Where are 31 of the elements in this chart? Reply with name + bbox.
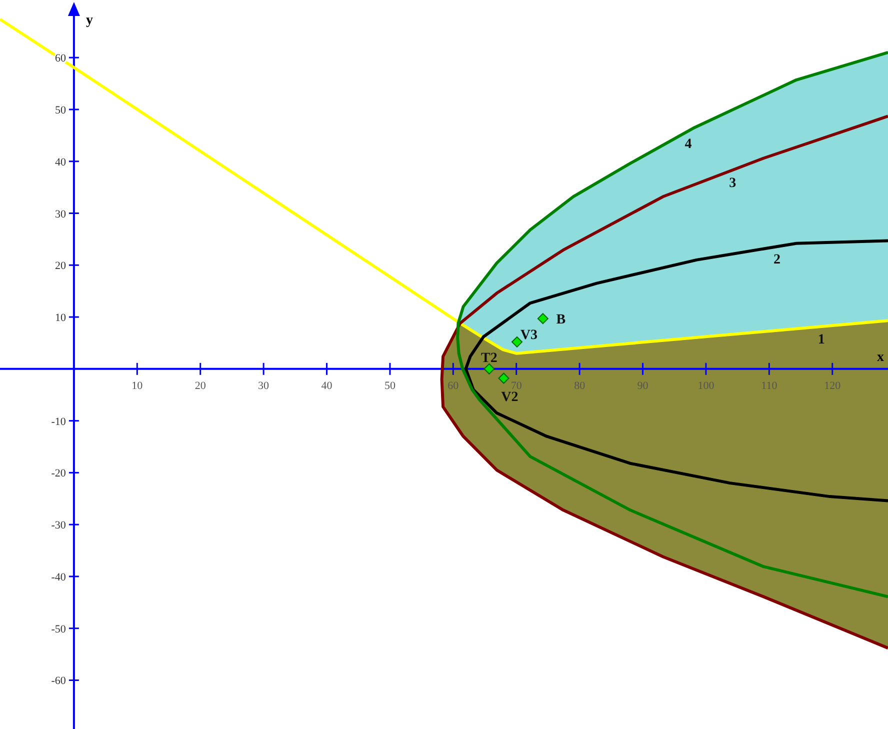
y-tick-label: 50 — [54, 104, 66, 116]
y-tick-label: 30 — [54, 208, 66, 220]
annotation: V3 — [520, 328, 538, 343]
series-label: 4 — [684, 137, 692, 152]
annotation: B — [556, 312, 566, 328]
line-series — [464, 239, 888, 502]
y-tick-label: -50 — [51, 623, 66, 636]
y-tick-label: 40 — [54, 156, 66, 168]
annotation: V2 — [501, 390, 518, 406]
series-label: 2 — [774, 252, 780, 268]
series-label: 3 — [729, 176, 736, 192]
y-axis-title: y — [86, 13, 93, 28]
x-tick-label: 50 — [384, 380, 396, 392]
y-tick-label: -10 — [51, 416, 66, 428]
y-tick-label: -60 — [51, 675, 66, 688]
y-tick-label: 10 — [54, 312, 66, 324]
x-tick-label: 20 — [194, 380, 206, 392]
x-tick-label: 40 — [321, 380, 333, 392]
y-tick-label: -40 — [51, 571, 66, 584]
annotation: T2 — [481, 350, 498, 366]
y-tick-label: -30 — [51, 520, 66, 532]
point — [498, 372, 510, 384]
x-tick-label: 10 — [132, 380, 144, 392]
x-tick-label: 30 — [258, 380, 270, 392]
series-label: 1 — [818, 332, 825, 348]
point — [512, 336, 522, 348]
y-tick-label: -20 — [51, 468, 66, 480]
point — [537, 313, 548, 324]
point — [484, 363, 495, 374]
x-axis-title: x — [877, 350, 884, 365]
y-tick-label: 20 — [54, 260, 66, 272]
